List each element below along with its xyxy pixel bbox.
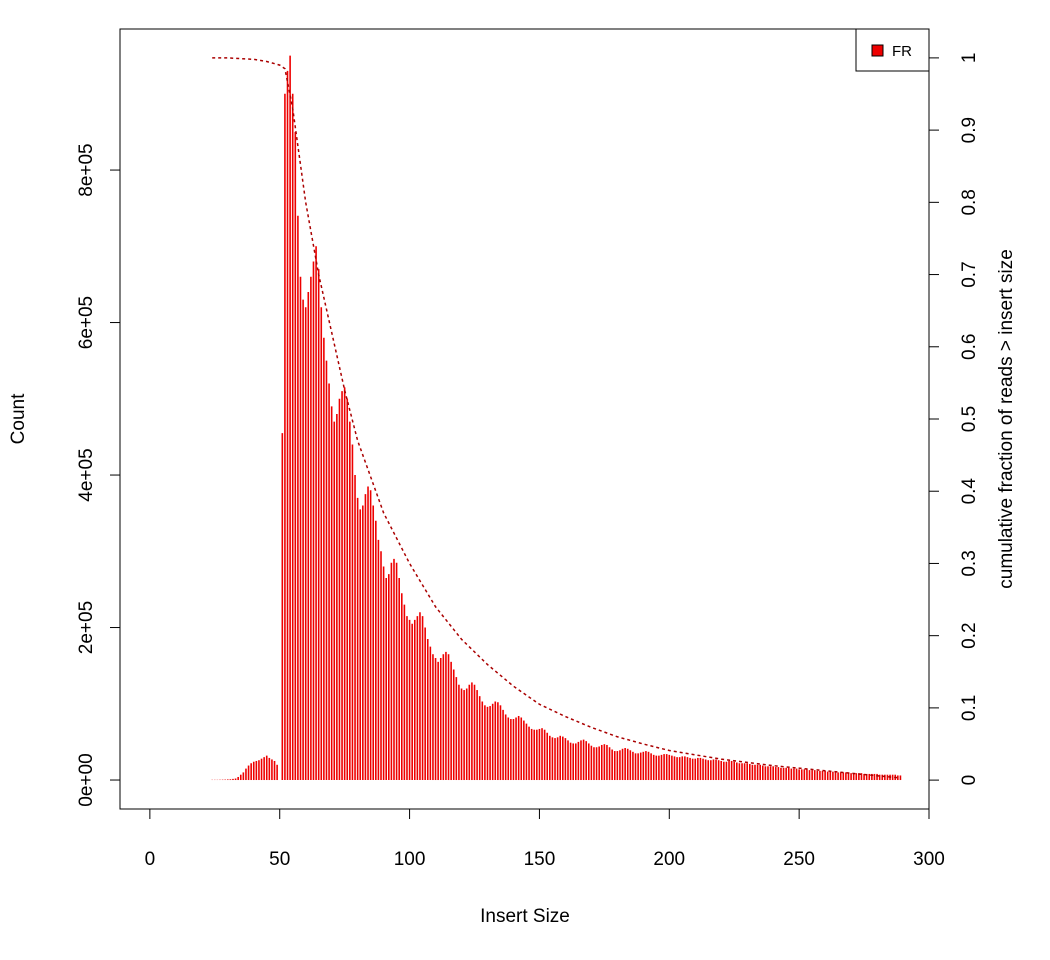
plot-box xyxy=(119,28,930,810)
y2-tick-label: 0.2 xyxy=(959,622,980,648)
y2-tick-label: 0.1 xyxy=(959,695,980,721)
x-tick-label: 0 xyxy=(145,849,156,870)
y2-tick-label: 0.9 xyxy=(959,117,980,143)
x-axis-title: Insert Size xyxy=(480,906,570,927)
y2-tick-label: 0.3 xyxy=(959,550,980,576)
legend-label: FR xyxy=(892,43,912,60)
y-tick-label: 4e+05 xyxy=(76,448,97,501)
y-tick-label: 2e+05 xyxy=(76,601,97,654)
cumulative-line xyxy=(212,57,901,779)
x-tick-label: 150 xyxy=(524,849,556,870)
y2-tick-label: 0.4 xyxy=(959,478,980,505)
legend-swatch xyxy=(871,44,884,57)
x-tick-label: 250 xyxy=(783,849,815,870)
y2-tick-label: 1 xyxy=(959,53,980,64)
y2-tick-label: 0 xyxy=(959,775,980,786)
y-axis-title: Count xyxy=(8,393,29,444)
y2-tick-label: 0.7 xyxy=(959,261,980,287)
x-tick-label: 50 xyxy=(269,849,290,870)
x-tick-label: 100 xyxy=(394,849,426,870)
x-tick-label: 300 xyxy=(913,849,945,870)
x-tick-label: 200 xyxy=(653,849,685,870)
y2-tick-label: 0.6 xyxy=(959,334,980,360)
legend-box xyxy=(855,28,930,72)
y-tick-label: 8e+05 xyxy=(76,143,97,196)
y-tick-label: 6e+05 xyxy=(76,296,97,349)
y-tick-label: 0e+00 xyxy=(76,753,97,806)
y2-tick-label: 0.5 xyxy=(959,406,980,432)
y2-tick-label: 0.8 xyxy=(959,189,980,215)
y2-axis-title: cumulative fraction of reads > insert si… xyxy=(996,249,1017,589)
